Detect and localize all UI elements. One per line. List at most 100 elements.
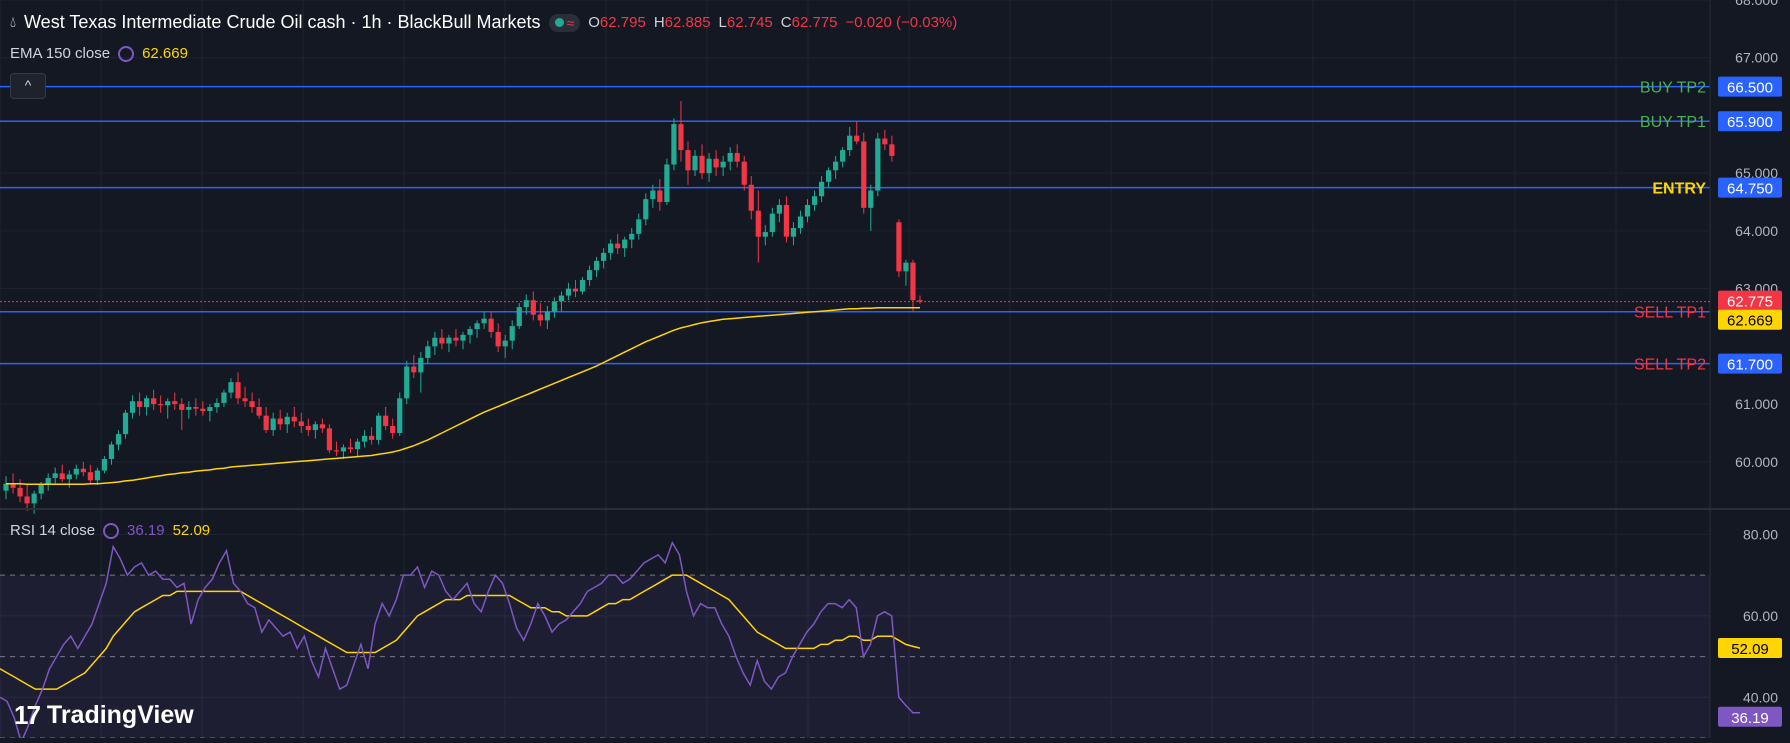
candle-body xyxy=(354,441,361,450)
candle-body xyxy=(418,357,424,373)
indicator-settings-icon[interactable] xyxy=(103,522,120,539)
candle-body xyxy=(52,473,58,478)
candle-body xyxy=(811,196,818,205)
candle-body xyxy=(861,141,867,208)
candle-body xyxy=(783,204,790,237)
level-price-tag xyxy=(1718,111,1782,132)
candle-body xyxy=(221,392,227,403)
candle-body xyxy=(664,164,670,203)
candle-body xyxy=(650,190,656,200)
candle-body xyxy=(347,447,354,450)
candle-body xyxy=(249,401,255,407)
candle-body xyxy=(833,161,839,171)
candle-body xyxy=(889,144,895,156)
ohlc-change: −0.020 (−0.03%) xyxy=(845,14,958,31)
candle-body xyxy=(727,152,733,162)
candle-body xyxy=(369,435,375,440)
rsi-ma-tag xyxy=(1718,638,1782,659)
candle-body xyxy=(172,401,178,405)
candle-body xyxy=(882,138,888,145)
ema-legend[interactable]: EMA 150 close 62.669 xyxy=(10,45,188,62)
candle-body xyxy=(755,210,761,237)
candle-body xyxy=(31,493,37,504)
candle-body xyxy=(804,204,811,217)
rsi-legend-value: 36.19 xyxy=(127,522,165,539)
candle-body xyxy=(80,468,86,473)
candle-body xyxy=(762,232,768,237)
candle-body xyxy=(404,366,410,399)
candle-body xyxy=(847,135,853,151)
candle-body xyxy=(340,447,347,452)
ohlc-open: O62.795 xyxy=(588,14,646,31)
candle-body xyxy=(326,428,333,451)
candle-body xyxy=(129,401,136,413)
candle-body xyxy=(601,252,607,261)
candle-body xyxy=(481,318,487,324)
candle-body xyxy=(256,406,262,416)
candle-body xyxy=(818,181,825,197)
candle-body xyxy=(875,138,881,191)
candle-body xyxy=(537,314,543,321)
oil-drop-icon: 💧︎ xyxy=(10,14,17,31)
candle-body xyxy=(615,243,621,249)
candle-body xyxy=(439,337,445,344)
price-tick-label: 60.000 xyxy=(1735,454,1778,470)
candle-body xyxy=(263,415,269,431)
candle-body xyxy=(136,401,143,407)
candle-body xyxy=(115,434,122,445)
market-status-badge[interactable]: ≈ xyxy=(548,13,581,32)
candle-body xyxy=(551,301,557,312)
candle-body xyxy=(692,155,698,171)
ohlc-high: H62.885 xyxy=(653,14,711,31)
rsi-tick-label: 40.00 xyxy=(1743,689,1778,705)
candle-body xyxy=(544,311,550,321)
rsi-tick-label: 60.00 xyxy=(1743,608,1778,624)
level-label: BUY TP2 xyxy=(1640,80,1706,97)
candle-body xyxy=(45,477,51,485)
candle-body xyxy=(411,366,417,373)
candle-body xyxy=(657,190,663,203)
candle-body xyxy=(713,158,719,168)
candle-body xyxy=(38,484,44,494)
candle-body xyxy=(748,184,754,211)
level-price-tag xyxy=(1718,76,1782,97)
candle-body xyxy=(488,318,494,332)
tradingview-logo[interactable]: 17 TradingView xyxy=(14,700,194,731)
candle-body xyxy=(572,288,579,292)
candle-body xyxy=(699,155,705,174)
candle-body xyxy=(868,190,874,208)
candle-body xyxy=(361,435,368,442)
price-tick-label: 67.000 xyxy=(1735,50,1778,66)
candle-body xyxy=(66,474,72,480)
candle-body xyxy=(165,401,171,406)
candle-body xyxy=(333,450,340,452)
candle-body xyxy=(502,340,508,347)
symbol-title[interactable]: West Texas Intermediate Crude Oil cash ·… xyxy=(24,12,541,32)
candle-body xyxy=(425,346,431,358)
candle-body xyxy=(741,161,747,185)
candle-body xyxy=(797,216,804,229)
ohlc-close: C62.775 xyxy=(780,14,838,31)
level-price-value: 61.700 xyxy=(1727,357,1773,374)
candle-body xyxy=(903,262,909,272)
candle-body xyxy=(671,124,677,165)
candle-body xyxy=(432,337,438,347)
collapse-legend-button[interactable]: ^ xyxy=(10,73,46,99)
rsi-legend-label: RSI 14 close xyxy=(10,522,96,539)
rsi-value-tag-value: 36.19 xyxy=(1731,710,1769,727)
candle-body xyxy=(593,260,600,271)
candle-body xyxy=(826,170,832,182)
market-open-icon xyxy=(554,18,564,27)
candle-body xyxy=(565,288,572,296)
candle-body xyxy=(910,262,916,301)
indicator-settings-icon[interactable] xyxy=(118,45,135,62)
rsi-legend[interactable]: RSI 14 close 36.19 52.09 xyxy=(10,522,210,539)
candle-body xyxy=(608,243,614,253)
candle-body xyxy=(390,426,396,433)
candle-body xyxy=(200,408,206,412)
candle-body xyxy=(579,279,586,292)
candle-body xyxy=(474,323,480,330)
candle-body xyxy=(706,158,712,174)
candle-body xyxy=(854,135,860,142)
